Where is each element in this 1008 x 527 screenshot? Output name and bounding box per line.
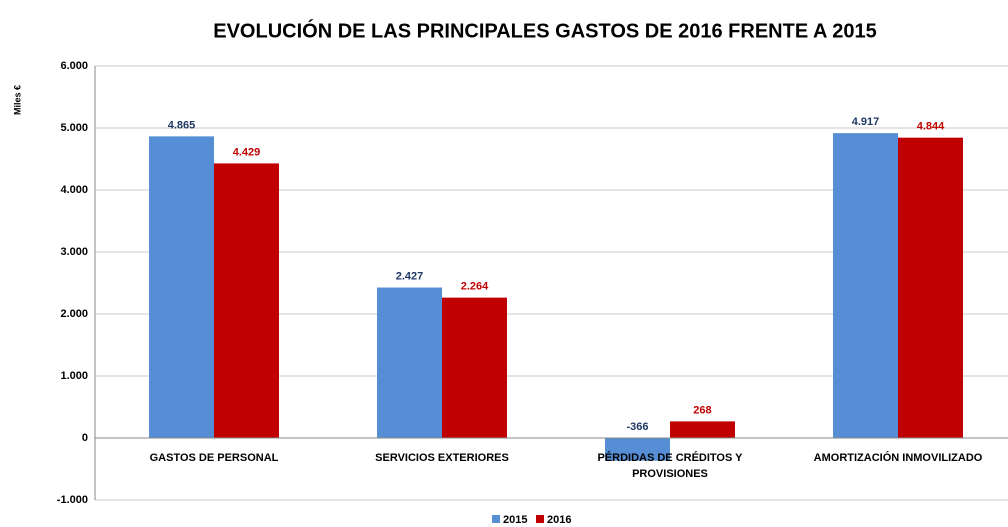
data-label: 4.844: [917, 121, 945, 133]
y-tick-label: 4.000: [60, 184, 88, 196]
y-tick-label: 2.000: [60, 308, 88, 320]
bar: [377, 287, 442, 438]
x-tick-label: AMORTIZACIÓN INMOVILIZADO: [813, 452, 983, 464]
y-axis-label: Miles €: [12, 85, 22, 115]
bar: [670, 421, 735, 438]
data-label: 268: [693, 404, 711, 416]
chart-title: EVOLUCIÓN DE LAS PRINCIPALES GASTOS DE 2…: [213, 18, 877, 42]
data-label: 2.427: [396, 270, 424, 282]
bar: [442, 297, 507, 438]
data-label: 4.865: [168, 119, 196, 131]
y-tick-label: 1.000: [60, 370, 88, 382]
bar: [898, 137, 963, 438]
bar: [605, 438, 670, 461]
y-tick-label: 5.000: [60, 122, 88, 134]
x-tick-label: PÉRDIDAS DE CRÉDITOS Y PROVISIONES: [597, 452, 743, 480]
legend-swatch: [492, 515, 500, 523]
legend-swatch: [536, 515, 544, 523]
data-label: -366: [626, 421, 648, 433]
data-label: 2.264: [461, 281, 489, 293]
data-label: 4.429: [233, 146, 261, 158]
y-tick-label: -1.000: [57, 494, 88, 506]
x-tick-label: SERVICIOS EXTERIORES: [375, 452, 509, 464]
legend-label: 2016: [547, 514, 571, 526]
bar: [214, 163, 279, 439]
y-tick-label: 6.000: [60, 60, 88, 72]
bar: [149, 136, 214, 438]
data-label: 4.917: [852, 116, 880, 128]
legend-label: 2015: [503, 514, 527, 526]
y-tick-label: 3.000: [60, 246, 88, 258]
bar: [833, 133, 898, 438]
x-tick-label: GASTOS DE PERSONAL: [149, 452, 279, 464]
y-tick-label: 0: [82, 432, 88, 444]
